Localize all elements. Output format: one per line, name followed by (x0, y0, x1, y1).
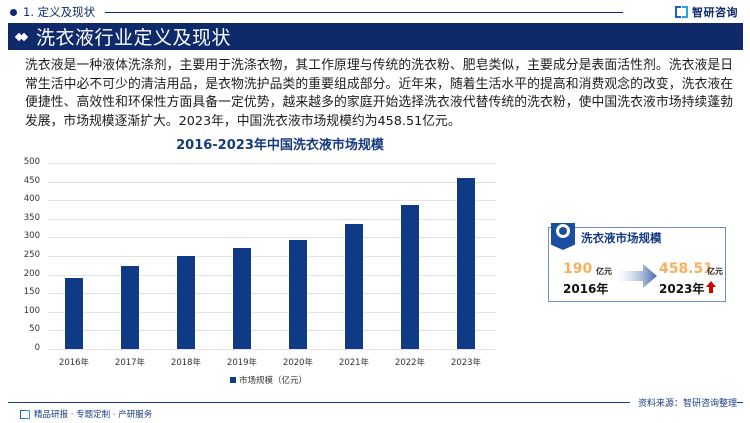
gridline (48, 218, 496, 220)
bar (457, 178, 475, 349)
bar (289, 240, 307, 349)
title-bar: 洗衣液行业定义及现状 (8, 23, 743, 50)
chart-pie-icon (556, 224, 570, 238)
gridline (48, 330, 496, 332)
gridline (48, 274, 496, 276)
chart-legend: 市场规模（亿元） (230, 374, 307, 386)
x-axis-tick: 2016年 (58, 358, 90, 368)
gridline (48, 163, 496, 164)
end-year: 2023年 (659, 282, 705, 296)
footer-divider (8, 402, 743, 403)
gridline (48, 311, 496, 313)
x-axis-tick: 2023年 (450, 358, 482, 368)
up-arrow-icon (706, 281, 716, 293)
brand-logo: 智研咨询 (675, 4, 738, 20)
y-axis-tick: 0 (34, 343, 40, 353)
start-unit: 亿元 (596, 267, 612, 276)
start-year: 2016年 (563, 282, 609, 296)
card-title: 洗衣液市场规模 (581, 231, 662, 245)
diamond-icon (16, 33, 28, 41)
end-unit: 亿元 (707, 267, 723, 276)
x-axis-tick: 2021年 (338, 358, 370, 368)
y-axis-tick: 100 (23, 305, 40, 316)
footer-tagline-text: 精品研报 · 专题定制 · 产研服务 (34, 410, 153, 420)
gridline (48, 256, 496, 257)
bullet-dot-icon (10, 8, 17, 16)
gridline (48, 181, 496, 183)
page-title: 洗衣液行业定义及现状 (36, 27, 232, 49)
bar (345, 224, 363, 349)
chart-title: 2016-2023年中国洗衣液市场规模 (176, 138, 384, 153)
x-axis-tick: 2020年 (282, 358, 314, 368)
legend-label: 市场规模（亿元） (239, 376, 308, 386)
market-size-card: 洗衣液市场规模 190 亿元 2016年 458.51 亿元 2023年 (548, 223, 726, 302)
brand-name: 智研咨询 (692, 6, 738, 19)
intro-paragraph: 洗衣液是一种液体洗涤剂，主要用于洗涤衣物，其工作原理与传统的洗衣粉、肥皂类似，主… (25, 58, 733, 129)
bar (233, 247, 251, 349)
section-divider (105, 12, 623, 13)
y-axis-tick: 500 (23, 157, 40, 167)
y-axis-tick: 150 (23, 287, 40, 298)
y-axis-tick: 250 (23, 250, 40, 260)
gridline (48, 349, 496, 350)
footer-logo-icon (20, 409, 30, 419)
section-label: 1. 定义及现状 (23, 5, 96, 19)
end-value: 458.51 (659, 261, 714, 277)
x-axis-tick: 2019年 (226, 358, 258, 368)
y-axis-tick: 200 (23, 268, 40, 279)
data-source: 资料来源：智研咨询整理 (629, 396, 737, 409)
brand-logo-icon (675, 6, 688, 18)
card-badge (551, 223, 575, 250)
gridline (48, 237, 496, 239)
x-axis-tick: 2017年 (114, 358, 146, 368)
bar (401, 204, 419, 349)
footer-tagline: 精品研报 · 专题定制 · 产研服务 (20, 408, 152, 420)
start-value: 190 (563, 261, 593, 277)
bar (121, 265, 139, 349)
bar (65, 278, 83, 349)
legend-swatch (230, 377, 236, 383)
y-axis-tick: 450 (23, 175, 40, 186)
x-axis-tick: 2018年 (170, 358, 202, 368)
y-axis-tick: 50 (29, 324, 40, 335)
section-header: 1. 定义及现状 (8, 4, 623, 20)
gridline (48, 293, 496, 295)
gridline (48, 200, 496, 202)
y-axis-tick: 300 (23, 231, 40, 242)
y-axis-tick: 400 (23, 194, 40, 205)
growth-arrow-icon (615, 264, 657, 288)
y-axis-tick: 350 (23, 212, 40, 223)
x-axis-tick: 2022年 (394, 358, 426, 368)
bar (177, 255, 195, 349)
